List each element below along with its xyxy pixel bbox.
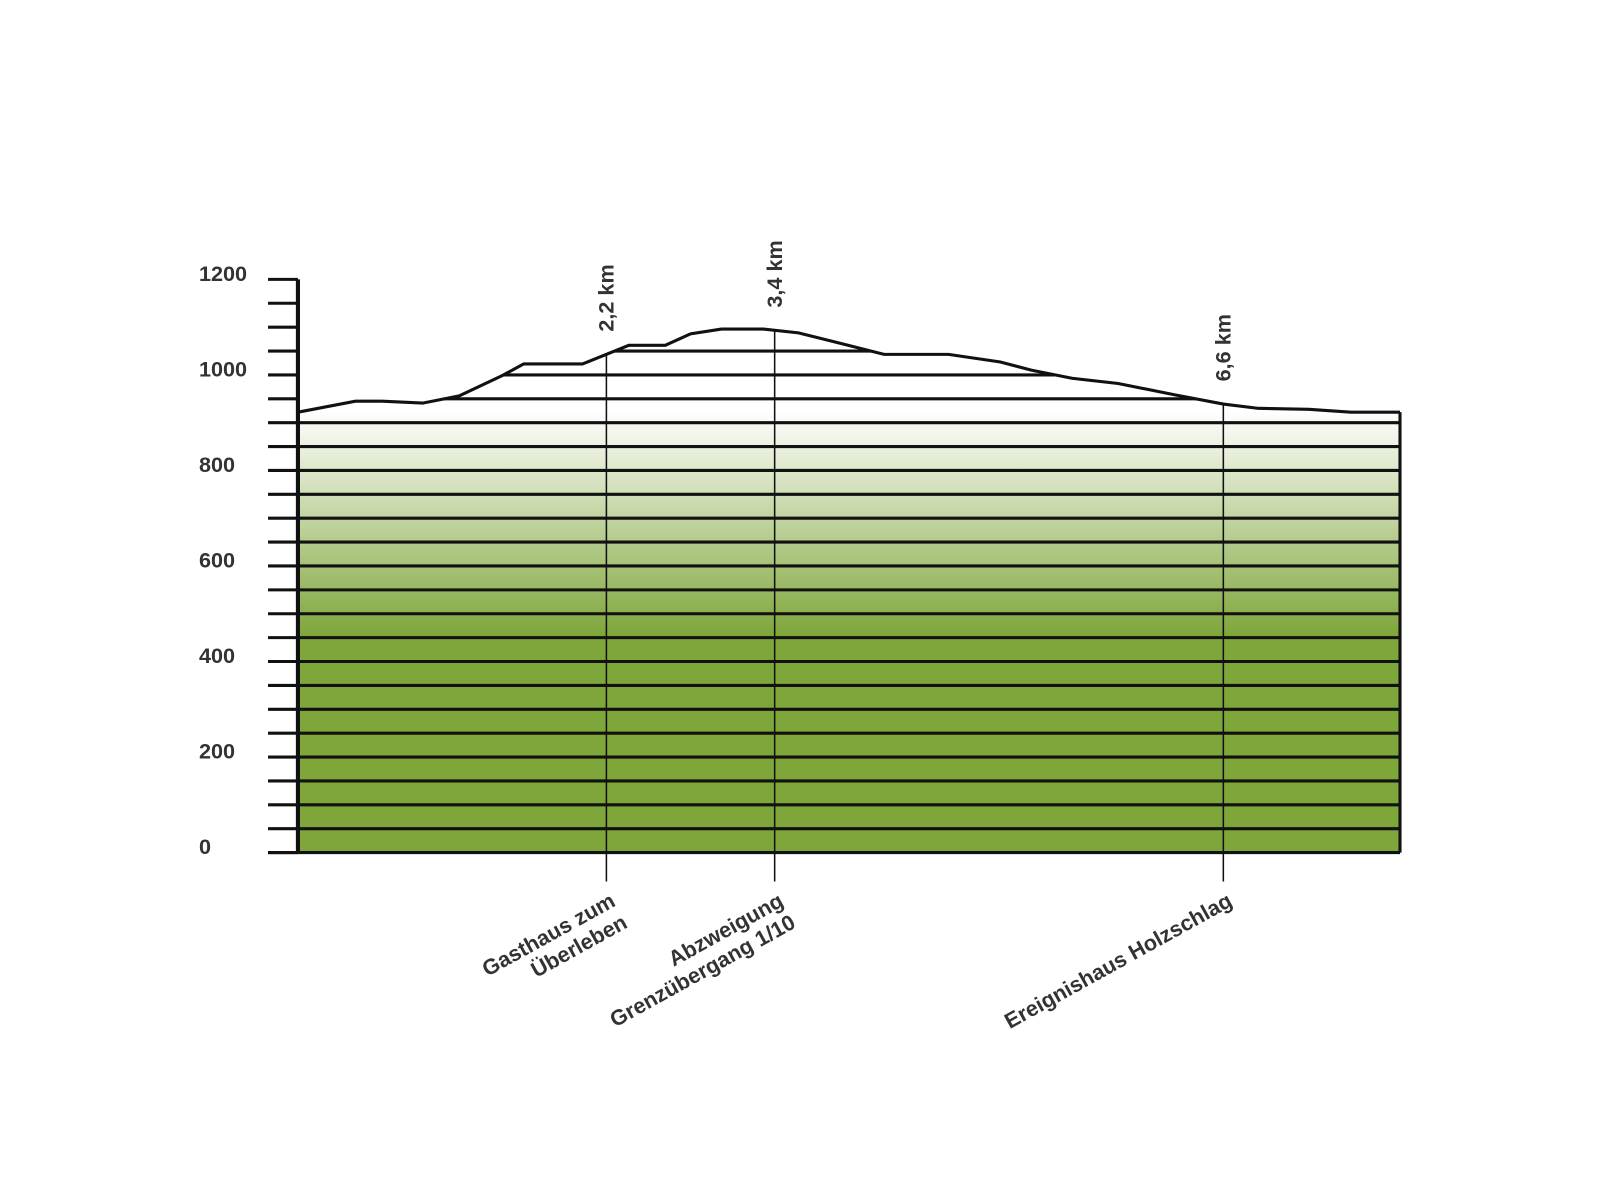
marker-distance: 3,4 km [762,240,787,307]
profile-line [297,327,1400,414]
y-tick-label: 0 [199,834,211,859]
y-tick-label: 800 [199,452,235,477]
y-tick-label: 1200 [199,261,247,286]
marker-distance: 6,6 km [1211,314,1236,381]
y-tick-label: 600 [199,548,235,573]
marker-place: Ereignishaus Holzschlag [1000,888,1236,1034]
y-tick-label: 400 [199,643,235,668]
marker-distance: 2,2 km [594,264,619,331]
marker-place-line: Ereignishaus Holzschlag [1000,888,1236,1034]
y-tick-label: 1000 [199,357,247,382]
y-tick-label: 200 [199,739,235,764]
